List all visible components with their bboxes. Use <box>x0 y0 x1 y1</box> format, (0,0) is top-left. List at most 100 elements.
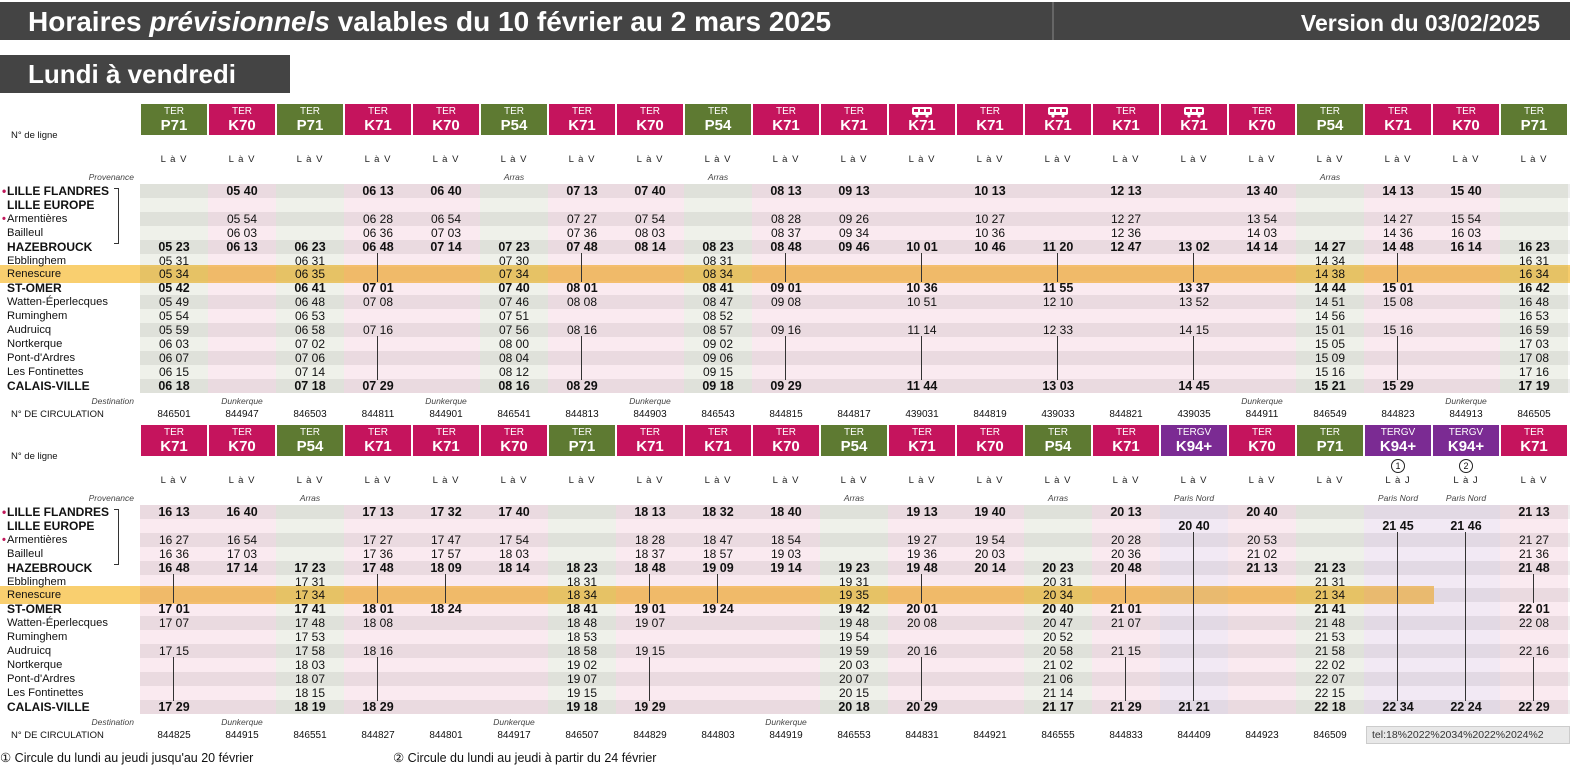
time-cell: 16 13 <box>158 505 190 519</box>
station-name: LILLE FLANDRES <box>7 184 109 198</box>
time-cell: 16 42 <box>1518 281 1550 296</box>
time-cell: 19 15 <box>634 644 666 658</box>
line-code: P54 <box>704 117 732 134</box>
train-column: TER K71 L à V 07 13 07 27 07 36 07 48 08 01 08 0… <box>548 104 616 420</box>
column-tint <box>752 184 820 393</box>
time-cell: 06 15 <box>158 364 190 379</box>
train-column: TER K70 L à V 06 40 06 54 07 03 07 14 Dunkerque… <box>412 104 480 420</box>
time-cell: 21 13 <box>1246 560 1278 575</box>
line-code: K71 <box>568 117 596 134</box>
time-cell: 17 34 <box>294 588 326 603</box>
operator-label: TER <box>232 427 252 438</box>
circulation-number: 844921 <box>973 729 1007 741</box>
time-cell: 22 29 <box>1518 699 1550 714</box>
time-cell: 17 03 <box>226 546 258 561</box>
train-column: K71 L à V 13 02 13 37 13 52 14 15 14 45 439035 <box>1160 104 1228 420</box>
note-circle: 1 <box>1391 459 1405 473</box>
time-cell: 11 14 <box>907 323 937 337</box>
train-column: TER K71 L à V 06 13 06 28 06 36 06 48 07 01 07 0… <box>344 104 412 420</box>
time-cell: 06 48 <box>294 295 326 310</box>
time-cell: 10 27 <box>974 211 1006 226</box>
train-column: TER K70 L à V 05 40 05 54 06 03 06 13 Dunkerque… <box>208 104 276 420</box>
operator-label: TER <box>776 106 796 117</box>
days-cell: L à V <box>432 475 460 486</box>
time-cell: 16 40 <box>226 505 258 519</box>
time-cell: 20 36 <box>1110 546 1142 561</box>
station-label: • LILLE FLANDRES <box>2 505 109 519</box>
destination-cell: Dunkerque <box>765 716 807 727</box>
pass-through-line <box>1193 335 1194 380</box>
station-label: Nortkerque <box>7 337 62 351</box>
station-label: CALAIS-VILLE <box>7 379 90 393</box>
time-cell: 20 13 <box>1110 505 1142 519</box>
destination-cell: Dunkerque <box>221 716 263 727</box>
circulation-number: 844901 <box>429 408 463 420</box>
station-label: Ruminghem <box>7 630 67 644</box>
operator-label: TER <box>1456 106 1476 117</box>
line-code: P54 <box>500 117 528 134</box>
circulation-number: 846507 <box>565 729 599 741</box>
station-name: Les Fontinettes <box>7 365 84 378</box>
station-name: Bailleul <box>7 226 44 239</box>
time-cell: 14 03 <box>1246 225 1278 240</box>
circulation-number: 844825 <box>157 729 191 741</box>
time-cell: 13 40 <box>1246 184 1278 198</box>
line-badge: TERGV K94+ <box>1161 425 1227 456</box>
time-cell: 15 16 <box>1314 364 1346 379</box>
line-badge: TER K71 <box>345 104 411 135</box>
time-cell: 20 28 <box>1110 532 1142 547</box>
time-cell: 17 41 <box>294 602 326 617</box>
station-label: Pont-d'Ardres <box>7 351 75 365</box>
time-cell: 07 14 <box>294 364 326 379</box>
days-cell: L à V <box>636 154 664 165</box>
days-cell: L à V <box>296 154 324 165</box>
time-cell: 15 05 <box>1314 336 1346 351</box>
line-badge: TER K71 <box>1365 104 1431 135</box>
column-tint <box>1364 505 1432 714</box>
time-cell: 16 14 <box>1450 239 1482 254</box>
time-cell: 05 23 <box>158 239 190 254</box>
line-badge: TER P71 <box>1501 104 1567 135</box>
circulation-number: 844819 <box>973 408 1007 420</box>
time-cell: 18 48 <box>566 616 598 631</box>
row-band <box>140 699 1570 714</box>
pass-through-line <box>1533 656 1534 701</box>
line-code: K71 <box>160 438 188 455</box>
operator-label: TER <box>1116 427 1136 438</box>
time-cell: 09 46 <box>838 239 870 254</box>
column-tint <box>752 505 820 714</box>
pass-through-line <box>649 656 650 701</box>
time-cell: 17 40 <box>498 505 530 519</box>
line-code: K71 <box>908 117 936 134</box>
time-cell: 09 34 <box>838 225 870 240</box>
time-cell: 05 49 <box>158 295 190 310</box>
operator-label: TER <box>1252 106 1272 117</box>
time-cell: 18 13 <box>634 505 666 519</box>
time-cell: 13 03 <box>1042 378 1074 393</box>
line-code: K94+ <box>1447 438 1485 455</box>
time-cell: 22 34 <box>1382 699 1414 714</box>
time-cell: 10 13 <box>974 184 1006 198</box>
row-band <box>140 532 1570 547</box>
time-cell: 17 57 <box>430 546 462 561</box>
row-band <box>140 184 1570 198</box>
column-tint <box>480 184 548 393</box>
time-cell: 06 31 <box>294 253 326 268</box>
circulation-number: 844911 <box>1245 408 1279 420</box>
time-cell: 19 07 <box>566 671 598 686</box>
time-cell: 06 35 <box>294 267 326 282</box>
time-cell: 21 29 <box>1110 699 1142 714</box>
time-cell: 20 58 <box>1042 644 1074 658</box>
line-code: K71 <box>1520 438 1548 455</box>
time-cell: 06 18 <box>158 378 190 393</box>
column-tint <box>684 184 752 393</box>
days-cell: L à V <box>160 154 188 165</box>
url-tooltip[interactable]: tel:18%2022%2034%2022%2024%2 <box>1366 726 1570 744</box>
time-cell: 12 36 <box>1110 225 1142 240</box>
time-cell: 16 03 <box>1450 225 1482 240</box>
time-cell: 05 54 <box>158 309 190 324</box>
days-cell: L à V <box>1112 475 1140 486</box>
circulation-number: 844919 <box>769 729 803 741</box>
circulation-label: N° DE CIRCULATION <box>11 729 104 741</box>
